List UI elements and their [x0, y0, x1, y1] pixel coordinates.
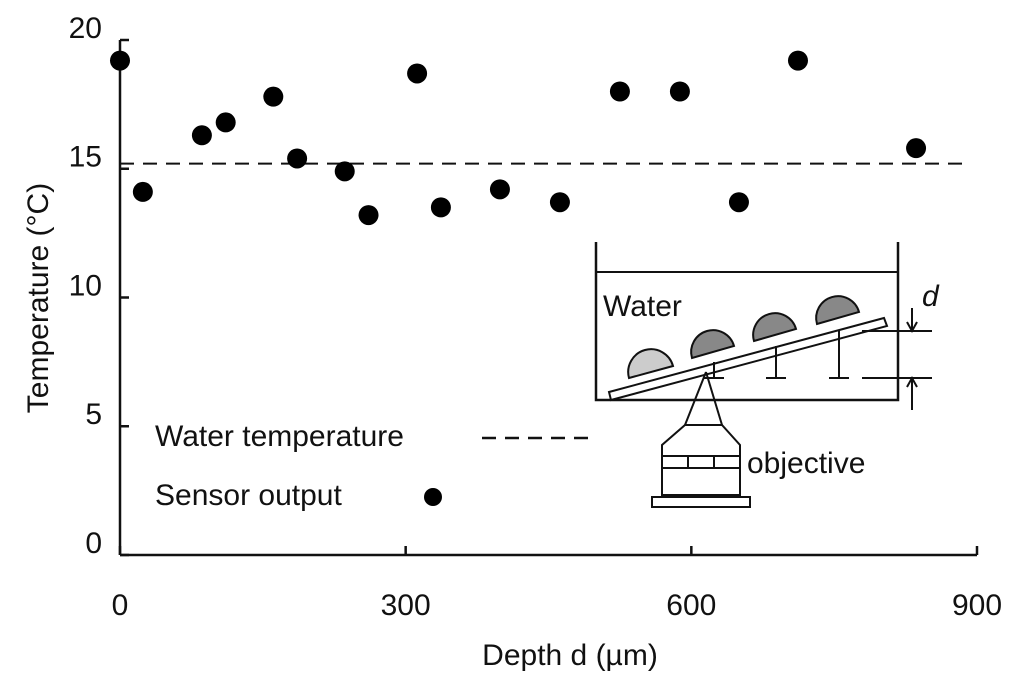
data-point [407, 63, 428, 84]
data-point [489, 179, 510, 200]
x-tick-label: 300 [381, 589, 431, 622]
data-point [215, 112, 236, 133]
inset-label: objective [747, 447, 865, 480]
inset-label: d [922, 280, 940, 313]
y-tick-label: 15 [69, 141, 102, 174]
inset-diagram [594, 242, 932, 508]
y-tick-label: 10 [69, 269, 102, 302]
x-tick-label: 900 [952, 589, 1002, 622]
x-tick-label: 0 [112, 589, 129, 622]
y-axis-label: Temperature (°C) [22, 183, 55, 413]
inset-label: Water [603, 290, 682, 323]
data-point [358, 205, 379, 226]
legend-label: Sensor output [155, 479, 342, 512]
data-point [430, 197, 451, 218]
y-tick-label: 5 [85, 398, 102, 431]
data-point [191, 125, 212, 146]
data-point [669, 81, 690, 102]
legend-label: Water temperature [155, 420, 404, 453]
data-point [287, 148, 308, 169]
data-point [110, 50, 130, 71]
y-tick-label: 0 [85, 527, 102, 560]
data-point [787, 50, 808, 71]
data-point [609, 81, 630, 102]
x-tick-label: 600 [666, 589, 716, 622]
data-point [728, 192, 749, 213]
x-axis-label: Depth d (µm) [482, 639, 658, 672]
data-point [334, 161, 355, 182]
data-point [132, 181, 153, 202]
data-point [906, 138, 927, 159]
y-tick-label: 20 [69, 12, 102, 45]
data-point [263, 86, 284, 107]
legend-marker [424, 488, 442, 506]
data-point [549, 192, 570, 213]
